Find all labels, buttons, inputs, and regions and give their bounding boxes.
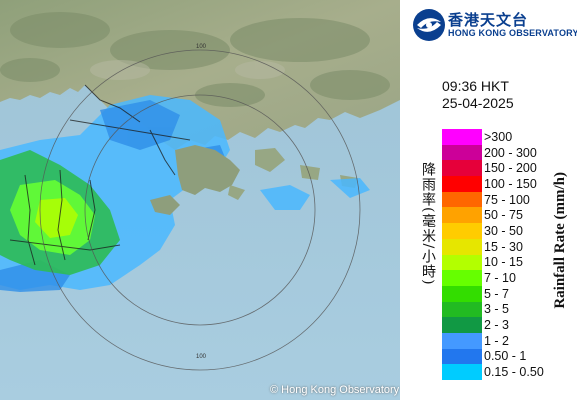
legend-label: 3 - 5: [484, 302, 510, 317]
legend-row: >300: [442, 129, 512, 145]
coastal-islands: [228, 148, 358, 200]
date-text: 25-04-2025: [442, 95, 514, 111]
terrain-texture: [0, 12, 390, 107]
legend-row: 200 - 300: [442, 144, 537, 161]
range-ring-label: 100: [196, 44, 207, 50]
hong-kong-land: [175, 145, 240, 195]
hko-logo[interactable]: 香港天文台 HONG KONG OBSERVATORY: [412, 6, 577, 42]
legend-row: 1 - 2: [442, 332, 509, 349]
legend-row: 15 - 30: [442, 238, 523, 255]
legend-swatch: [442, 270, 482, 286]
legend-swatch: [442, 285, 482, 302]
legend-label: 75 - 100: [484, 192, 530, 207]
logo-chinese-name: 香港天文台: [448, 11, 529, 29]
legend-swatch: [442, 191, 482, 208]
legend-label: 2 - 3: [484, 318, 510, 333]
legend-label: 0.15 - 0.50: [484, 365, 544, 380]
legend-swatch: [442, 160, 482, 177]
legend-row: 10 - 15: [442, 254, 523, 271]
legend-label: 50 - 75: [484, 208, 523, 223]
legend-row: 2 - 3: [442, 317, 509, 333]
legend-swatch: [442, 364, 482, 380]
legend-label: 200 - 300: [484, 145, 537, 160]
copyright-credit: © Hong Kong Observatory: [270, 384, 400, 396]
legend-row: 0.50 - 1: [442, 348, 526, 365]
time-text: 09:36 HKT: [442, 78, 509, 94]
legend-swatch: [442, 207, 482, 224]
legend-row: 100 - 150: [442, 176, 537, 192]
legend-title-english: Rainfall Rate (mm/h): [552, 172, 568, 309]
boundary-lines: [9, 84, 191, 266]
legend-label: 7 - 10: [484, 271, 516, 286]
legend-row: 150 - 200: [442, 160, 537, 177]
rainfall-legend: >300 200 - 300 150 - 200 100 - 150 75 - 100 5…: [442, 129, 544, 380]
legend-label: 100 - 150: [484, 176, 537, 191]
legend-swatch: [442, 223, 482, 239]
legend-swatch: [442, 332, 482, 349]
radar-map[interactable]: 100 100 © Hong Kong Observatory: [0, 0, 400, 400]
legend-swatch: [442, 176, 482, 192]
legend-row: 3 - 5: [442, 301, 509, 318]
legend-label: 15 - 30: [484, 239, 523, 254]
legend-row: 7 - 10: [442, 270, 516, 286]
hko-emblem-icon: [413, 9, 445, 41]
legend-swatch: [442, 301, 482, 318]
legend-label: 150 - 200: [484, 161, 537, 176]
logo-english-name: HONG KONG OBSERVATORY: [448, 28, 577, 38]
legend-row: 75 - 100: [442, 191, 530, 208]
legend-row: 5 - 7: [442, 285, 509, 302]
legend-label: 0.50 - 1: [484, 349, 527, 364]
legend-swatch: [442, 144, 482, 161]
legend-label: 1 - 2: [484, 333, 510, 348]
timestamp: 09:36 HKT 25-04-2025: [442, 78, 514, 112]
info-panel: 香港天文台 HONG KONG OBSERVATORY 09:36 HKT 25…: [400, 0, 577, 400]
legend-swatch: [442, 238, 482, 255]
legend-title-chinese: 降雨率(毫米/小時): [420, 162, 436, 286]
radar-map-canvas: 100 100: [0, 0, 400, 400]
legend-row: 30 - 50: [442, 223, 523, 239]
legend-swatch: [442, 129, 482, 145]
legend-label: 10 - 15: [484, 255, 523, 270]
legend-row: 0.15 - 0.50: [442, 364, 544, 380]
legend-row: 50 - 75: [442, 207, 523, 224]
range-rings: [39, 49, 361, 371]
legend-label: >300: [484, 129, 513, 144]
legend-label: 5 - 7: [484, 286, 510, 301]
legend-swatch: [442, 348, 482, 365]
legend-swatch: [442, 254, 482, 271]
svg-text:100: 100: [196, 354, 207, 360]
legend-label: 30 - 50: [484, 223, 523, 238]
legend-swatch: [442, 317, 482, 333]
